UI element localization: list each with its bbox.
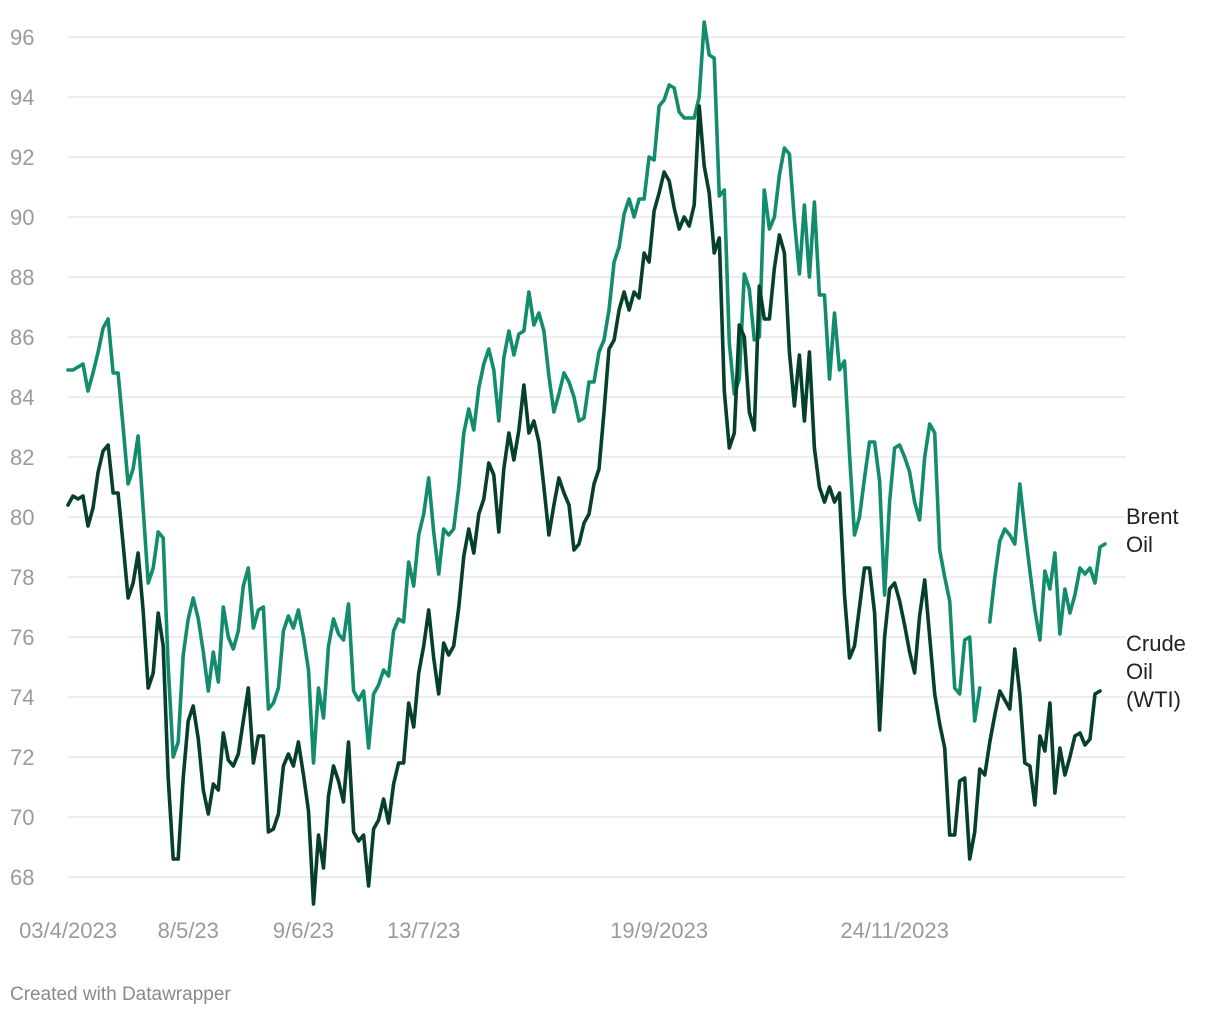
brent-oil-label: Brent: [1126, 504, 1179, 529]
y-tick-label: 84: [10, 385, 34, 410]
y-tick-label: 96: [10, 25, 34, 50]
series-lines: [66, 20, 1107, 906]
crude-oil-wti-label: Oil: [1126, 659, 1153, 684]
brent-oil-label: Oil: [1126, 532, 1153, 557]
y-tick-label: 70: [10, 805, 34, 830]
y-tick-label: 86: [10, 325, 34, 350]
crude-oil-wti-line: [66, 104, 1102, 906]
crude-oil-wti-label: (WTI): [1126, 687, 1181, 712]
y-tick-label: 88: [10, 265, 34, 290]
brent-oil-line: [66, 20, 1107, 765]
x-tick-label: 9/6/23: [273, 918, 334, 943]
y-tick-label: 72: [10, 745, 34, 770]
y-axis-tick-labels: 96 94 92 90 88 86 84 82 80 78 76 74 72 70 68: [10, 25, 34, 890]
y-tick-label: 92: [10, 145, 34, 170]
x-tick-label: 13/7/23: [387, 918, 460, 943]
crude-oil-wti-label: Crude: [1126, 631, 1186, 656]
y-tick-label: 74: [10, 685, 34, 710]
x-tick-label: 19/9/2023: [610, 918, 708, 943]
y-tick-label: 76: [10, 625, 34, 650]
x-tick-label: 8/5/23: [158, 918, 219, 943]
y-tick-label: 90: [10, 205, 34, 230]
x-axis-tick-labels: 03/4/2023 8/5/23 9/6/23 13/7/23 19/9/2023 24/…: [19, 918, 949, 943]
y-tick-label: 80: [10, 505, 34, 530]
series-labels: Brent Oil Crude Oil (WTI): [1126, 504, 1186, 712]
datawrapper-credit: Created with Datawrapper: [10, 984, 231, 1005]
y-tick-label: 82: [10, 445, 34, 470]
y-tick-label: 68: [10, 865, 34, 890]
x-tick-label: 03/4/2023: [19, 918, 117, 943]
line-chart: 96 94 92 90 88 86 84 82 80 78 76 74 72 70 68 03/4/2023…: [10, 20, 1186, 943]
y-tick-label: 78: [10, 565, 34, 590]
x-tick-label: 24/11/2023: [840, 918, 948, 943]
y-tick-label: 94: [10, 85, 34, 110]
